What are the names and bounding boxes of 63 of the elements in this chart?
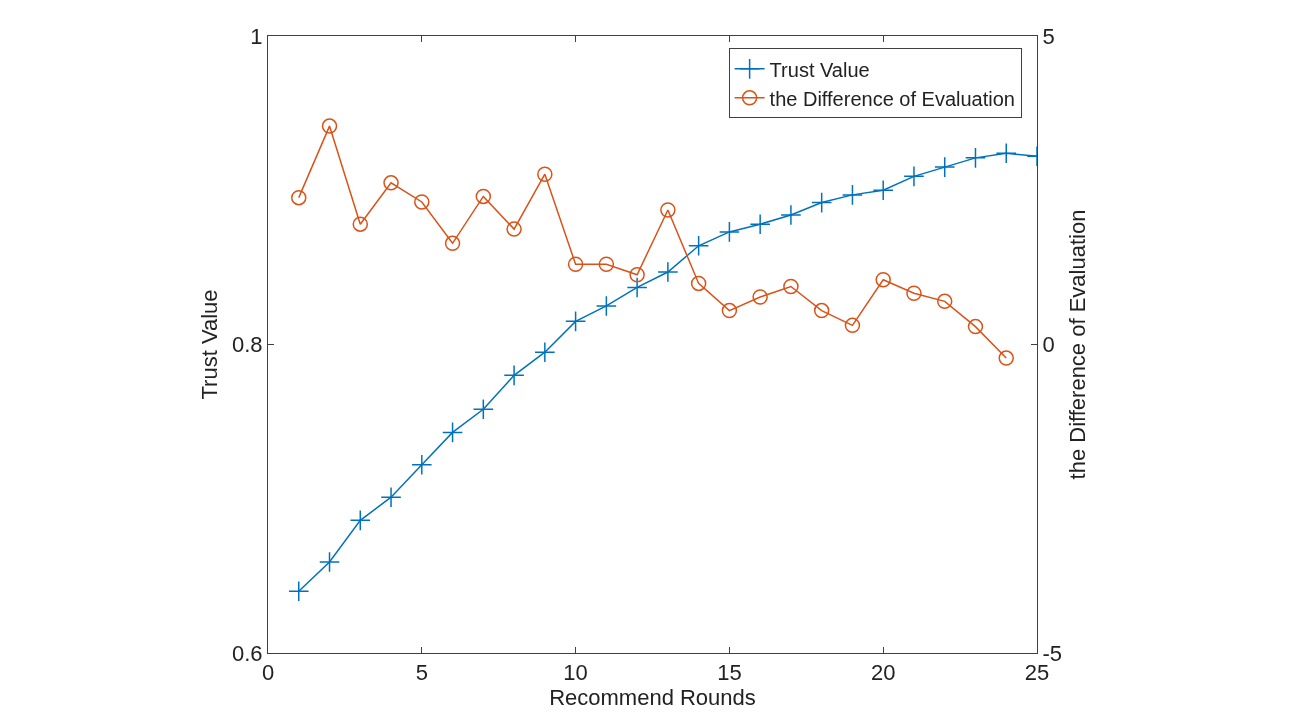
y-tick-label: 0.6	[232, 640, 263, 666]
x-axis-title: Recommend Rounds	[549, 685, 756, 711]
y-tick-label: 1	[250, 23, 263, 49]
point	[964, 147, 987, 169]
point	[537, 166, 553, 182]
x-tick-label: 15	[717, 660, 742, 686]
point	[629, 267, 645, 283]
x-tick-label: 0	[261, 660, 275, 686]
point	[718, 221, 740, 243]
x-tick-label: 5	[415, 660, 428, 686]
point	[598, 256, 615, 273]
point	[906, 285, 922, 302]
point	[503, 364, 525, 386]
point	[444, 235, 461, 252]
point	[411, 454, 433, 476]
x-tick-label: 10	[563, 660, 588, 686]
point	[352, 216, 369, 232]
point	[780, 204, 802, 226]
point	[811, 192, 833, 214]
point	[660, 202, 676, 218]
point	[936, 293, 953, 310]
y2-tick-label: 5	[1042, 23, 1055, 49]
point	[349, 509, 371, 531]
point	[875, 271, 891, 288]
point	[442, 421, 464, 443]
y-tick-label: 0.8	[232, 332, 263, 358]
point	[318, 551, 341, 573]
point	[414, 194, 430, 210]
point	[383, 175, 399, 191]
point	[567, 256, 584, 273]
point	[844, 317, 861, 334]
point	[841, 184, 863, 206]
point	[534, 341, 556, 363]
point	[783, 278, 799, 295]
point	[506, 221, 522, 237]
point	[903, 165, 925, 187]
point	[967, 318, 984, 335]
x-tick-label: 20	[870, 660, 896, 686]
point	[813, 302, 830, 319]
point	[657, 261, 679, 283]
point	[291, 189, 307, 206]
point	[626, 276, 648, 298]
point	[595, 295, 617, 317]
point	[690, 275, 707, 292]
legend-label: the Difference of Evaluation	[769, 87, 1015, 110]
point	[688, 235, 710, 257]
point	[998, 350, 1014, 366]
y2-axis-title: the Difference of Evaluation	[1064, 209, 1090, 480]
point	[752, 289, 768, 305]
point	[872, 179, 894, 201]
y2-tick-label: 0	[1042, 332, 1055, 358]
point	[472, 398, 494, 420]
point	[749, 213, 771, 235]
y-axis-title: Trust Value	[196, 289, 222, 400]
point	[321, 118, 338, 134]
point	[934, 156, 956, 178]
point	[288, 580, 310, 602]
point	[565, 310, 587, 332]
point	[721, 302, 738, 319]
point	[995, 142, 1017, 164]
legend-label: Trust Value	[769, 58, 870, 81]
point	[475, 188, 492, 205]
point	[380, 486, 402, 508]
